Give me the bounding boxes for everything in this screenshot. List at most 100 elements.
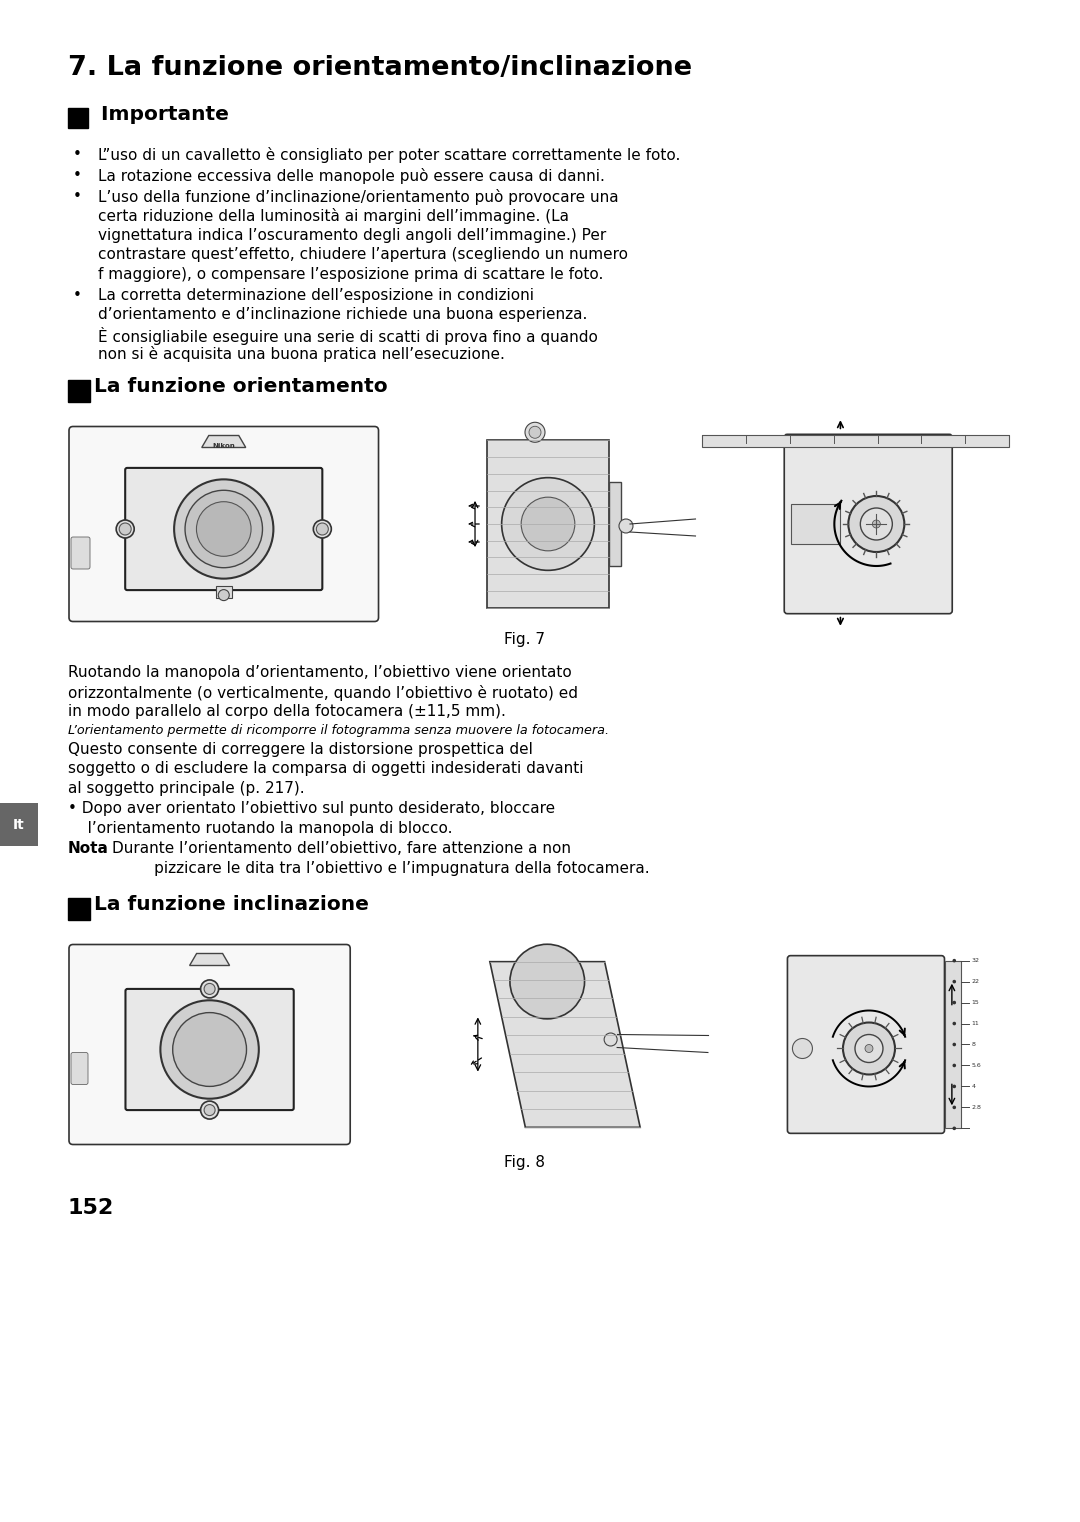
Text: 8: 8 (972, 1043, 975, 1047)
Text: non si è acquisita una buona pratica nell’esecuzione.: non si è acquisita una buona pratica nel… (98, 347, 504, 362)
FancyBboxPatch shape (125, 989, 294, 1110)
Bar (68, 108, 87, 128)
Circle shape (619, 519, 633, 533)
Text: La corretta determinazione dell’esposizione in condizioni: La corretta determinazione dell’esposizi… (98, 288, 534, 303)
Circle shape (201, 1100, 218, 1119)
Polygon shape (490, 962, 640, 1128)
Text: d’orientamento e d’inclinazione richiede una buona esperienza.: d’orientamento e d’inclinazione richiede… (98, 307, 588, 323)
Ellipse shape (510, 944, 584, 1018)
Circle shape (953, 1021, 956, 1026)
Text: •: • (73, 288, 82, 303)
Circle shape (793, 1038, 812, 1058)
Bar (68, 898, 90, 919)
Text: •: • (73, 148, 82, 161)
Text: L”uso di un cavalletto è consigliato per poter scattare correttamente le foto.: L”uso di un cavalletto è consigliato per… (98, 148, 680, 163)
Circle shape (855, 1035, 883, 1062)
Bar (792, 504, 840, 543)
Text: La funzione orientamento: La funzione orientamento (94, 377, 388, 397)
FancyBboxPatch shape (71, 1053, 87, 1085)
Circle shape (604, 1033, 617, 1046)
Text: • Dopo aver orientato l’obiettivo sul punto desiderato, bloccare: • Dopo aver orientato l’obiettivo sul pu… (68, 802, 555, 816)
Circle shape (174, 479, 273, 578)
Text: 11: 11 (972, 1021, 980, 1026)
Text: f maggiore), o compensare l’esposizione prima di scattare le foto.: f maggiore), o compensare l’esposizione … (98, 266, 604, 282)
Circle shape (204, 1105, 215, 1116)
Text: : Durante l’orientamento dell’obiettivo, fare attenzione a non: : Durante l’orientamento dell’obiettivo,… (102, 842, 570, 857)
Text: Importante: Importante (94, 105, 229, 123)
Circle shape (161, 1000, 259, 1099)
Text: in modo parallelo al corpo della fotocamera (±11,5 mm).: in modo parallelo al corpo della fotocam… (68, 705, 505, 720)
Text: 15: 15 (972, 1000, 980, 1005)
Circle shape (316, 524, 328, 536)
Text: It: It (13, 817, 25, 833)
Bar (68, 380, 90, 402)
Polygon shape (202, 435, 246, 447)
Text: 7. La funzione orientamento/inclinazione: 7. La funzione orientamento/inclinazione (68, 55, 692, 81)
Circle shape (953, 959, 956, 962)
Text: La rotazione eccessiva delle manopole può essere causa di danni.: La rotazione eccessiva delle manopole pu… (98, 167, 605, 184)
Polygon shape (190, 953, 230, 965)
Text: 2.8: 2.8 (972, 1105, 982, 1110)
Circle shape (201, 980, 218, 998)
Circle shape (218, 589, 229, 601)
FancyBboxPatch shape (784, 434, 953, 613)
Text: al soggetto principale (p. 217).: al soggetto principale (p. 217). (68, 781, 305, 796)
Text: Questo consente di correggere la distorsione prospettica del: Questo consente di correggere la distors… (68, 743, 532, 756)
Circle shape (953, 1105, 956, 1110)
Text: 22: 22 (972, 979, 980, 985)
Circle shape (204, 983, 215, 994)
Text: 152: 152 (68, 1198, 114, 1219)
Text: Fig. 8: Fig. 8 (504, 1155, 545, 1170)
Circle shape (953, 1001, 956, 1005)
FancyBboxPatch shape (487, 440, 609, 607)
Circle shape (525, 422, 545, 443)
FancyBboxPatch shape (125, 467, 322, 591)
Bar (702, 435, 1009, 447)
Circle shape (313, 521, 332, 537)
Text: Nota: Nota (68, 842, 109, 857)
Circle shape (953, 980, 956, 983)
FancyBboxPatch shape (69, 945, 350, 1145)
Circle shape (117, 521, 134, 537)
Circle shape (501, 478, 594, 571)
FancyBboxPatch shape (609, 482, 621, 566)
Text: certa riduzione della luminosità ai margini dell’immagine. (La: certa riduzione della luminosità ai marg… (98, 209, 569, 225)
Circle shape (861, 508, 892, 540)
Circle shape (953, 1126, 956, 1131)
Circle shape (953, 1043, 956, 1046)
Text: orizzontalmente (o verticalmente, quando l’obiettivo è ruotato) ed: orizzontalmente (o verticalmente, quando… (68, 685, 578, 702)
Circle shape (119, 524, 131, 536)
Circle shape (522, 498, 575, 551)
Circle shape (529, 426, 541, 438)
Text: 5.6: 5.6 (972, 1062, 982, 1068)
Text: pizzicare le dita tra l’obiettivo e l’impugnatura della fotocamera.: pizzicare le dita tra l’obiettivo e l’im… (120, 861, 650, 877)
Bar (0, 804, 38, 846)
Circle shape (873, 521, 880, 528)
Text: È consigliabile eseguire una serie di scatti di prova fino a quando: È consigliabile eseguire una serie di sc… (98, 327, 598, 345)
Text: 4: 4 (972, 1084, 975, 1088)
Text: •: • (73, 189, 82, 204)
Text: •: • (73, 167, 82, 183)
Circle shape (865, 1044, 873, 1053)
Text: vignettatura indica l’oscuramento degli angoli dell’immagine.) Per: vignettatura indica l’oscuramento degli … (98, 228, 606, 244)
Circle shape (173, 1012, 246, 1087)
Circle shape (953, 1064, 956, 1067)
Bar (68, 422, 1012, 627)
Text: La funzione inclinazione: La funzione inclinazione (94, 895, 369, 915)
Text: 32: 32 (972, 959, 980, 963)
Bar (216, 586, 232, 598)
Circle shape (953, 1085, 956, 1088)
Circle shape (185, 490, 262, 568)
Circle shape (843, 1023, 895, 1075)
Circle shape (848, 496, 904, 552)
Bar (945, 960, 961, 1128)
Text: L’orientamento permette di ricomporre il fotogramma senza muovere la fotocamera.: L’orientamento permette di ricomporre il… (68, 724, 609, 737)
Text: contrastare quest’effetto, chiudere l’apertura (scegliendo un numero: contrastare quest’effetto, chiudere l’ap… (98, 248, 627, 262)
Text: Nikon: Nikon (213, 443, 235, 449)
Circle shape (197, 502, 251, 557)
FancyBboxPatch shape (69, 426, 378, 621)
Text: Ruotando la manopola d’orientamento, l’obiettivo viene orientato: Ruotando la manopola d’orientamento, l’o… (68, 665, 571, 680)
Bar (68, 939, 1012, 1149)
FancyBboxPatch shape (71, 537, 90, 569)
Text: Fig. 7: Fig. 7 (504, 633, 545, 647)
